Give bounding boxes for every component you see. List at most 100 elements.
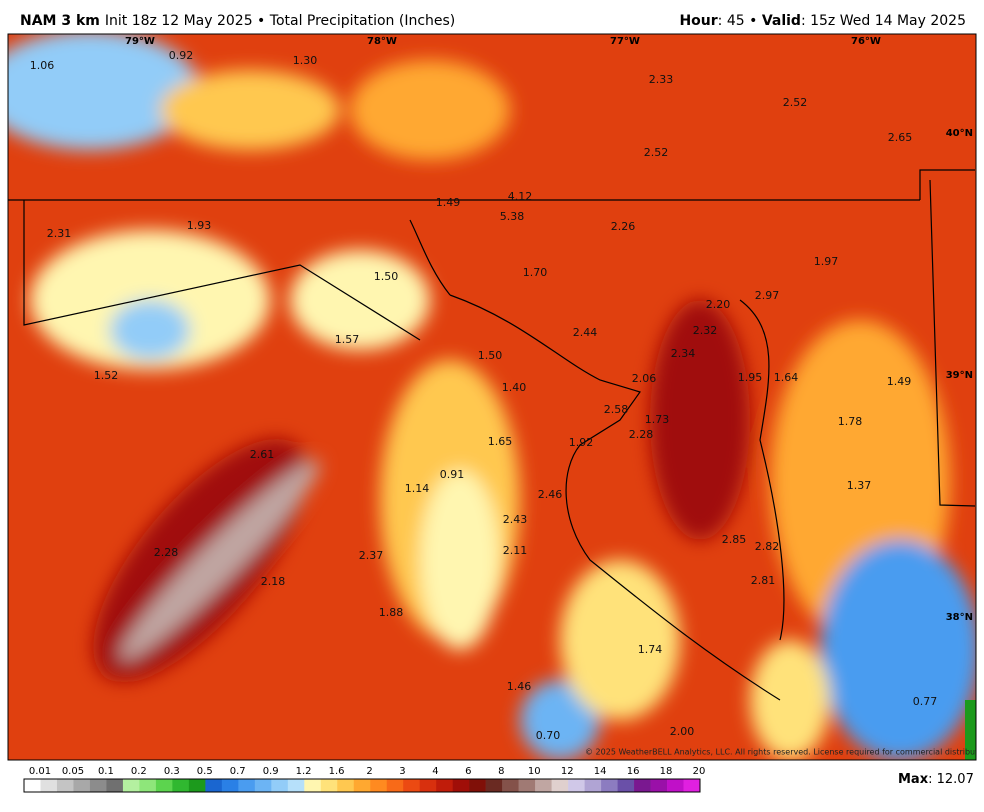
colorbar-label: 6 bbox=[465, 766, 471, 777]
colorbar-label: 0.2 bbox=[131, 766, 147, 777]
colorbar-swatch bbox=[353, 779, 371, 792]
point-value: 1.97 bbox=[814, 255, 839, 268]
colorbar-swatch bbox=[337, 779, 355, 792]
colorbar-swatch bbox=[469, 779, 486, 792]
colorbar-swatch bbox=[667, 779, 684, 792]
colorbar-label: 0.1 bbox=[98, 766, 114, 777]
colorbar-swatch bbox=[254, 779, 272, 792]
point-value: 1.78 bbox=[838, 415, 863, 428]
colorbar-swatch bbox=[139, 779, 157, 792]
copyright: © 2025 WeatherBELL Analytics, LLC. All r… bbox=[585, 748, 984, 757]
colorbar-label: 0.01 bbox=[29, 766, 51, 777]
colorbar-label: 0.3 bbox=[164, 766, 180, 777]
colorbar-swatch bbox=[40, 779, 58, 792]
max-value: : 12.07 bbox=[928, 772, 974, 787]
colorbar-swatch bbox=[683, 779, 701, 792]
colorbar-swatch bbox=[155, 779, 173, 792]
point-value: 1.88 bbox=[379, 606, 404, 619]
point-value: 2.97 bbox=[755, 289, 780, 302]
point-value: 1.70 bbox=[523, 266, 548, 279]
point-value: 1.92 bbox=[569, 436, 594, 449]
colorbar-swatch bbox=[205, 779, 223, 792]
colorbar-swatch bbox=[24, 779, 41, 792]
colorbar-swatch bbox=[436, 779, 453, 792]
colorbar-swatch bbox=[172, 779, 190, 792]
point-value: 0.92 bbox=[169, 49, 194, 62]
point-value: 2.44 bbox=[573, 326, 598, 339]
point-value: 2.34 bbox=[671, 347, 696, 360]
colorbar-label: 12 bbox=[561, 766, 574, 777]
point-value: 2.31 bbox=[47, 227, 72, 240]
hour-label: Hour bbox=[679, 13, 717, 29]
longitude-label: 79°W bbox=[125, 36, 155, 47]
point-value: 2.43 bbox=[503, 513, 528, 526]
longitude-label: 77°W bbox=[610, 36, 640, 47]
point-value: 2.37 bbox=[359, 549, 384, 562]
point-value: 1.50 bbox=[374, 270, 399, 283]
colorbar-swatch bbox=[122, 779, 140, 792]
colorbar-label: 0.05 bbox=[62, 766, 84, 777]
colorbar-swatch bbox=[221, 779, 239, 792]
point-value: 5.38 bbox=[500, 210, 525, 223]
point-value: 1.65 bbox=[488, 435, 513, 448]
colorbar-label: 14 bbox=[594, 766, 607, 777]
colorbar-swatch bbox=[238, 779, 256, 792]
colorbar-swatch bbox=[89, 779, 107, 792]
point-value: 1.74 bbox=[638, 643, 663, 656]
point-value: 1.30 bbox=[293, 54, 318, 67]
point-value: 2.33 bbox=[649, 73, 674, 86]
point-value: 2.65 bbox=[888, 131, 913, 144]
point-value: 0.77 bbox=[913, 695, 938, 708]
point-value: 1.95 bbox=[738, 371, 763, 384]
point-value: 2.46 bbox=[538, 488, 563, 501]
max: Max: 12.07 bbox=[898, 772, 974, 787]
colorbar-swatch bbox=[106, 779, 124, 792]
colorbar-swatch bbox=[73, 779, 91, 792]
colorbar-label: 18 bbox=[660, 766, 673, 777]
hour: : 45 • bbox=[718, 13, 762, 29]
point-value: 0.70 bbox=[536, 729, 561, 742]
colorbar-swatch bbox=[650, 779, 668, 792]
colorbar-swatch bbox=[568, 779, 585, 792]
point-value: 2.18 bbox=[261, 575, 286, 588]
header-right: Hour: 45 • Valid: 15z Wed 14 May 2025 bbox=[679, 13, 966, 29]
colorbar-label: 0.9 bbox=[263, 766, 279, 777]
point-value: 2.00 bbox=[670, 725, 695, 738]
point-value: 2.52 bbox=[644, 146, 669, 159]
map: © 2025 WeatherBELL Analytics, LLC. All r… bbox=[8, 34, 984, 760]
max-label: Max bbox=[898, 772, 929, 787]
point-value: 2.81 bbox=[751, 574, 776, 587]
point-value: 2.06 bbox=[632, 372, 657, 385]
point-value: 2.52 bbox=[783, 96, 808, 109]
point-value: 2.28 bbox=[154, 546, 179, 559]
point-value: 1.49 bbox=[436, 196, 461, 209]
point-value: 1.93 bbox=[187, 219, 212, 232]
point-value: 1.73 bbox=[645, 413, 670, 426]
colorbar-swatch bbox=[601, 779, 618, 792]
point-value: 2.85 bbox=[722, 533, 747, 546]
colorbar-swatch bbox=[502, 779, 519, 792]
point-value: 1.49 bbox=[887, 375, 912, 388]
point-value: 1.57 bbox=[335, 333, 360, 346]
model: NAM 3 km bbox=[20, 13, 100, 29]
colorbar-label: 3 bbox=[399, 766, 405, 777]
longitude-label: 78°W bbox=[367, 36, 397, 47]
point-value: 1.52 bbox=[94, 369, 119, 382]
point-value: 1.64 bbox=[774, 371, 799, 384]
point-value: 2.11 bbox=[503, 544, 528, 557]
latitude-label: 40°N bbox=[946, 128, 973, 139]
point-value: 2.28 bbox=[629, 428, 654, 441]
colorbar-swatch bbox=[535, 779, 552, 792]
colorbar-label: 2 bbox=[366, 766, 372, 777]
colorbar-swatch bbox=[485, 779, 503, 792]
colorbar-label: 1.2 bbox=[296, 766, 312, 777]
valid-label: Valid bbox=[762, 13, 801, 29]
point-value: 4.12 bbox=[508, 190, 533, 203]
colorbar-label: 1.6 bbox=[329, 766, 345, 777]
point-value: 1.46 bbox=[507, 680, 532, 693]
colorbar-swatch bbox=[287, 779, 305, 792]
colorbar-swatch bbox=[188, 779, 206, 792]
colorbar-swatch bbox=[518, 779, 536, 792]
header-left: NAM 3 km Init 18z 12 May 2025 • Total Pre… bbox=[20, 13, 455, 29]
